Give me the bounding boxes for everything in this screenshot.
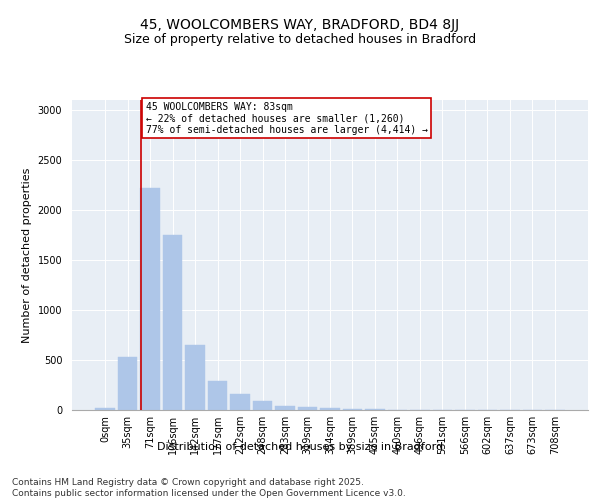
Bar [320,408,340,410]
Text: Distribution of detached houses by size in Bradford: Distribution of detached houses by size … [157,442,443,452]
Text: 45, WOOLCOMBERS WAY, BRADFORD, BD4 8JJ: 45, WOOLCOMBERS WAY, BRADFORD, BD4 8JJ [140,18,460,32]
Bar [365,409,385,410]
Text: 45 WOOLCOMBERS WAY: 83sqm
← 22% of detached houses are smaller (1,260)
77% of se: 45 WOOLCOMBERS WAY: 83sqm ← 22% of detac… [146,102,428,134]
Bar [343,409,362,410]
Bar [298,406,317,410]
Bar [118,357,137,410]
Bar [253,401,272,410]
Bar [140,188,160,410]
Bar [208,381,227,410]
Bar [163,235,182,410]
Text: Size of property relative to detached houses in Bradford: Size of property relative to detached ho… [124,32,476,46]
Bar [275,406,295,410]
Y-axis label: Number of detached properties: Number of detached properties [22,168,32,342]
Bar [95,408,115,410]
Text: Contains HM Land Registry data © Crown copyright and database right 2025.
Contai: Contains HM Land Registry data © Crown c… [12,478,406,498]
Bar [230,394,250,410]
Bar [185,345,205,410]
